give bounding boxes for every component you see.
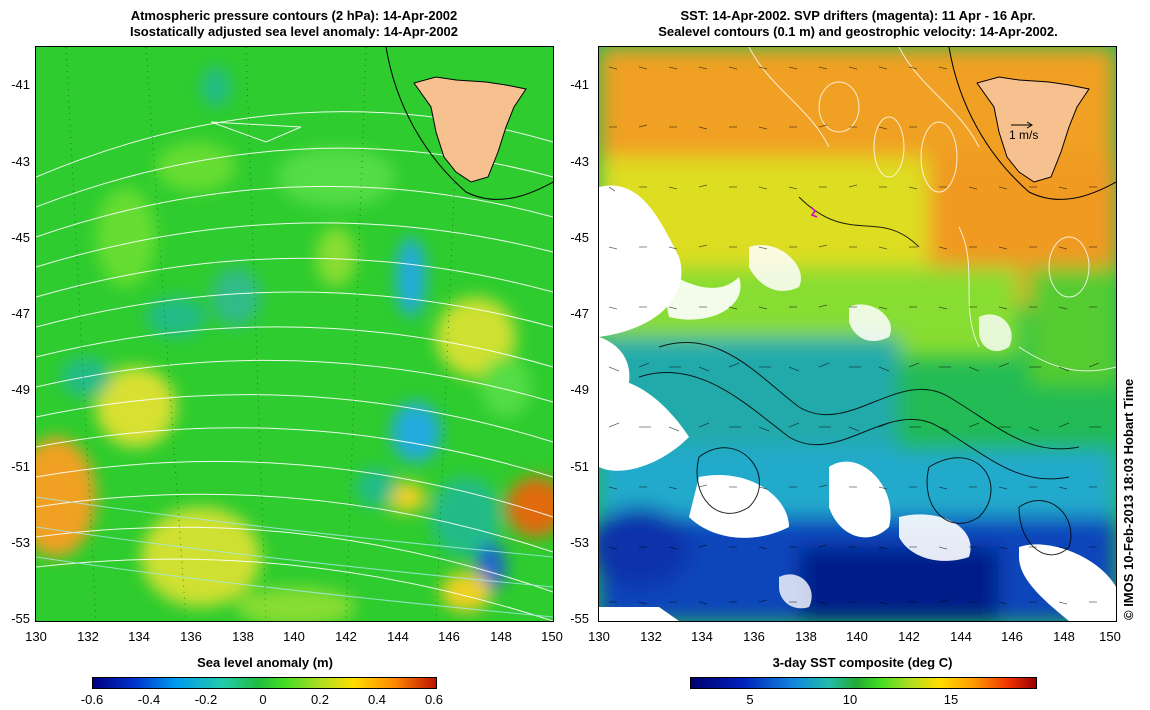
right-title-line1: SST: 14-Apr-2002. SVP drifters (magenta)…	[680, 8, 1036, 23]
x-tick-label: 140	[846, 629, 868, 644]
imos-credit: © IMOS 10-Feb-2013 18:03 Hobart Time	[1121, 378, 1136, 620]
y-tick-label: -53	[570, 535, 589, 550]
x-tick-label: 148	[1053, 629, 1075, 644]
y-tick-label: -43	[11, 154, 30, 169]
colorbar-label: -0.6	[80, 692, 104, 707]
x-tick-label: 146	[438, 629, 460, 644]
sea-level-anomaly-field	[36, 47, 553, 621]
y-tick-label: -51	[11, 459, 30, 474]
y-tick-label: -51	[570, 459, 589, 474]
x-tick-label: 150	[541, 629, 563, 644]
x-tick-label: 134	[691, 629, 713, 644]
x-tick-label: 144	[950, 629, 972, 644]
colorbar-label: 0	[259, 692, 267, 707]
drifter-track	[810, 206, 818, 218]
sea-level-anomaly-map	[35, 46, 554, 622]
x-tick-label: 142	[898, 629, 920, 644]
x-tick-label: 138	[232, 629, 254, 644]
y-tick-label: -41	[11, 77, 30, 92]
x-tick-label: 134	[128, 629, 150, 644]
x-tick-label: 150	[1099, 629, 1121, 644]
y-tick-label: -43	[570, 154, 589, 169]
colorbar-label: -0.4	[137, 692, 161, 707]
y-tick-label: -45	[570, 230, 589, 245]
x-tick-label: 144	[387, 629, 409, 644]
x-tick-label: 136	[180, 629, 202, 644]
left-title-line2: Isostatically adjusted sea level anomaly…	[129, 24, 459, 39]
velocity-scale-label: 1 m/s	[1009, 128, 1038, 142]
x-tick-label: 142	[335, 629, 357, 644]
y-tick-label: -49	[570, 382, 589, 397]
x-tick-label: 138	[795, 629, 817, 644]
right-title-line2: Sealevel contours (0.1 m) and geostrophi…	[658, 24, 1058, 39]
x-tick-label: 140	[283, 629, 305, 644]
colorbar-label: 0.2	[310, 692, 330, 707]
colorbar-label: 5	[746, 692, 754, 707]
x-tick-label: 136	[743, 629, 765, 644]
colorbar-label: 15	[943, 692, 959, 707]
y-tick-label: -41	[570, 77, 589, 92]
left-title-line1: Atmospheric pressure contours (2 hPa): 1…	[130, 8, 458, 23]
y-tick-label: -47	[11, 306, 30, 321]
colorbar-label: 0.6	[424, 692, 444, 707]
sst-map: 1 m/s	[598, 46, 1117, 622]
y-tick-label: -47	[570, 306, 589, 321]
x-tick-label: 132	[640, 629, 662, 644]
y-tick-label: -55	[570, 611, 589, 626]
y-tick-label: -55	[11, 611, 30, 626]
sst-colorbar	[690, 677, 1037, 689]
x-tick-label: 132	[77, 629, 99, 644]
sea-level-colorbar	[92, 677, 437, 689]
y-tick-label: -45	[11, 230, 30, 245]
x-tick-label: 146	[1001, 629, 1023, 644]
sst-field: 1 m/s	[599, 47, 1116, 621]
x-tick-label: 148	[490, 629, 512, 644]
y-tick-label: -49	[11, 382, 30, 397]
colorbar-label: 0.4	[367, 692, 387, 707]
y-tick-label: -53	[11, 535, 30, 550]
left-colorbar-title: Sea level anomaly (m)	[197, 655, 333, 670]
colorbar-label: 10	[842, 692, 858, 707]
x-tick-label: 130	[588, 629, 610, 644]
x-tick-label: 130	[25, 629, 47, 644]
colorbar-label: -0.2	[194, 692, 218, 707]
right-colorbar-title: 3-day SST composite (deg C)	[772, 655, 953, 670]
